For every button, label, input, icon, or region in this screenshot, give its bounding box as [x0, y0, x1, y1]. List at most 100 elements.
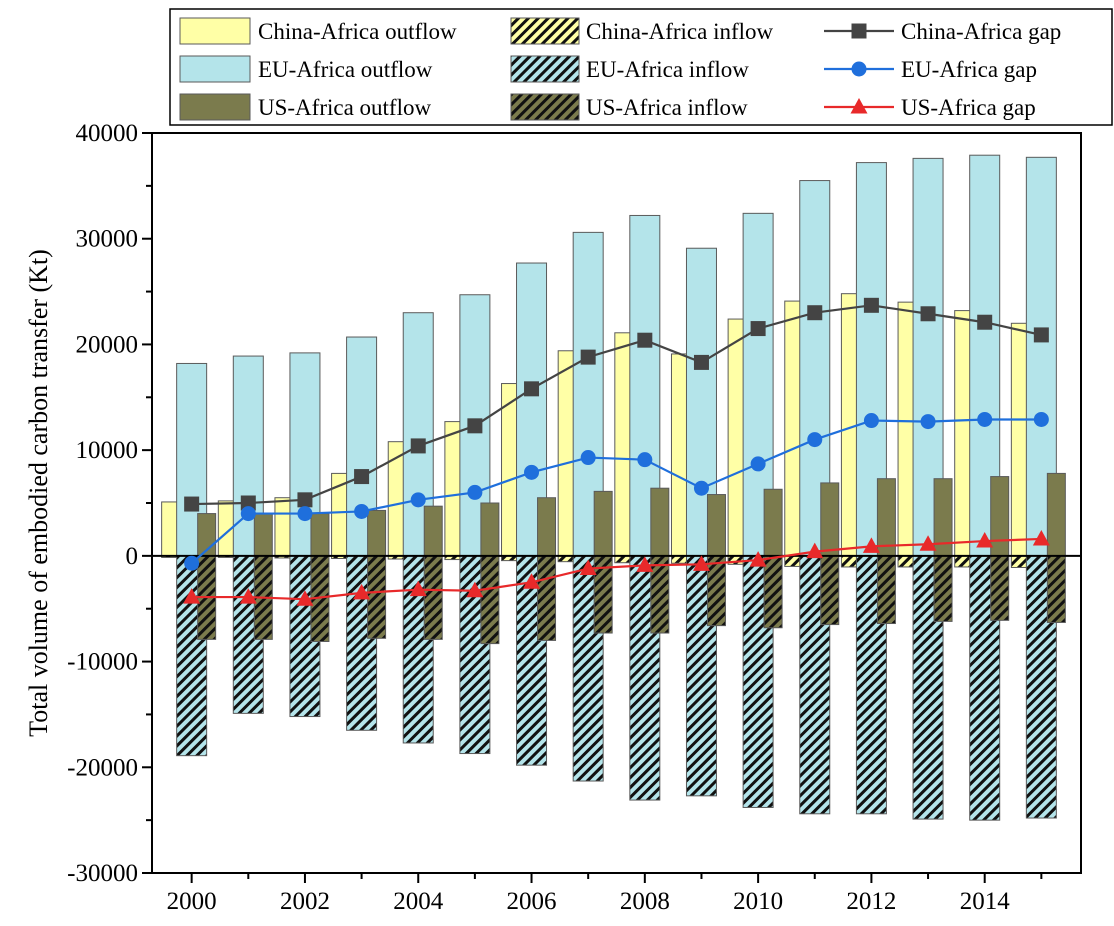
y-tick-label: -20000	[67, 754, 138, 781]
us_gap-line	[191, 537, 1042, 601]
us-outflow-bar-2004	[423, 505, 443, 557]
us-outflow-bar-2007	[593, 490, 613, 557]
us-inflow-bar-2008	[650, 555, 670, 634]
us-outflow-bar-2014	[990, 476, 1010, 557]
x-tick-label: 2014	[960, 888, 1011, 915]
legend-marker-eu_gap	[851, 61, 867, 77]
china_gap-point-2013	[920, 306, 936, 322]
legend-box	[169, 8, 1113, 126]
bars-layer	[161, 154, 1066, 821]
eu_gap-point-2000	[184, 555, 200, 571]
x-tick-label: 2012	[846, 888, 896, 915]
legend-swatch-eu-inflow	[510, 55, 580, 83]
eu_gap-point-2002	[297, 506, 313, 522]
legend-marker-us_gap	[850, 98, 868, 114]
eu_gap-point-2003	[354, 503, 370, 519]
x-tick-label: 2010	[733, 888, 783, 915]
china_gap-point-2014	[977, 314, 993, 330]
us_gap-point-2003	[353, 583, 371, 600]
us-outflow-bar-2005	[480, 502, 500, 557]
us_gap-point-2006	[523, 573, 541, 589]
x-tick-label: 2008	[620, 888, 670, 915]
x-tick-label: 2000	[167, 888, 217, 915]
china_gap-point-2000	[184, 496, 200, 512]
y-tick-label: 0	[126, 543, 139, 570]
us_gap-point-2007	[579, 559, 597, 576]
us-outflow-bar-2006	[537, 497, 557, 557]
x-tick-label: 2004	[393, 888, 444, 915]
eu_gap-point-2008	[637, 452, 653, 468]
legend-label: China-Africa inflow	[586, 19, 774, 44]
legend-label: US-Africa inflow	[586, 95, 748, 120]
china_gap-point-2008	[637, 332, 653, 348]
us-inflow-bar-2013	[933, 555, 953, 622]
eu_gap-point-2011	[807, 432, 823, 448]
eu_gap-point-2007	[580, 450, 596, 466]
us-outflow-bar-2012	[876, 478, 896, 557]
legend-label: EU-Africa outflow	[258, 57, 433, 82]
china_gap-line	[191, 304, 1042, 506]
axes-layer: -30000 -20000 -10000 0 10000 20000 30000 40000 2…	[67, 120, 1082, 915]
us_gap-point-2002	[296, 590, 314, 606]
us-inflow-bar-2005	[480, 555, 500, 645]
us-outflow-bar-2002	[310, 513, 330, 557]
china_gap-point-2004	[410, 438, 426, 454]
us-outflow-bar-2001	[253, 513, 273, 557]
legend: China-Africa outflow EU-Africa outflow US-…	[169, 8, 1113, 126]
legend-label: China-Africa outflow	[258, 19, 457, 44]
eu-inflow-bar-2012	[855, 555, 887, 815]
y-axis-label: Total volume of embodied carbon transfer…	[24, 249, 53, 737]
china_gap-point-2007	[580, 349, 596, 365]
us-inflow-bar-2006	[537, 555, 557, 641]
us-outflow-bar-2008	[650, 487, 670, 557]
legend-swatch-eu-outflow	[179, 55, 251, 83]
eu_gap-point-2005	[467, 484, 483, 500]
china_gap-point-2001	[240, 495, 256, 511]
y-tick-label: -10000	[67, 649, 138, 676]
us_gap-point-2011	[806, 542, 824, 559]
legend-swatch-china-outflow	[179, 17, 251, 45]
legend-label: US-Africa outflow	[258, 95, 431, 120]
legend-label: China-Africa gap	[901, 19, 1061, 44]
eu_gap-point-2014	[977, 411, 993, 427]
us_gap-point-2015	[1032, 529, 1050, 546]
us-inflow-bar-2014	[990, 555, 1010, 621]
y-tick-label: 30000	[76, 226, 139, 253]
us-outflow-bar-2015	[1046, 472, 1066, 557]
us_gap-point-2014	[976, 532, 994, 548]
y-tick-label: -30000	[67, 860, 138, 887]
eu_gap-point-2013	[920, 414, 936, 430]
us_gap-point-2001	[239, 588, 257, 604]
us-outflow-bar-2009	[706, 494, 726, 557]
us-inflow-bar-2015	[1046, 555, 1066, 623]
y-tick-label: 20000	[76, 331, 139, 358]
us-inflow-bar-2009	[706, 555, 726, 627]
us_gap-point-2000	[183, 588, 201, 604]
us-inflow-bar-2011	[820, 555, 840, 626]
legend-swatch-us-inflow	[510, 93, 580, 121]
legend-swatch-china-inflow	[510, 17, 580, 45]
us_gap-point-2005	[466, 581, 484, 598]
eu_gap-point-2010	[750, 456, 766, 472]
x-tick-label: 2006	[507, 888, 557, 915]
us-inflow-bar-2010	[763, 555, 783, 629]
eu-outflow-bar-2008	[629, 214, 661, 557]
legend-label: EU-Africa gap	[901, 57, 1037, 82]
china_gap-point-2010	[750, 321, 766, 337]
us-inflow-bar-2003	[367, 555, 387, 639]
eu_gap-point-2012	[863, 413, 879, 429]
us-outflow-bar-2011	[820, 482, 840, 557]
us_gap-point-2010	[749, 551, 767, 567]
china_gap-point-2011	[807, 305, 823, 321]
legend-marker-china_gap	[851, 23, 867, 39]
china_gap-point-2015	[1033, 327, 1049, 343]
eu_gap-point-2015	[1033, 411, 1049, 427]
us_gap-point-2004	[409, 580, 427, 597]
eu_gap-point-2006	[524, 464, 540, 480]
y-tick-label: 40000	[76, 120, 139, 147]
china_gap-point-2003	[354, 469, 370, 485]
eu_gap-point-2001	[240, 506, 256, 522]
us-inflow-bar-2012	[876, 555, 896, 625]
lines-layer	[183, 297, 1050, 606]
